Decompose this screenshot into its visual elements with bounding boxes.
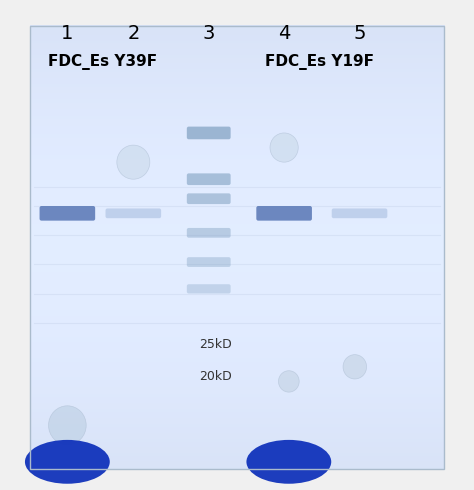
Circle shape [343, 355, 366, 379]
Text: 2: 2 [127, 24, 139, 43]
FancyBboxPatch shape [256, 206, 312, 220]
FancyBboxPatch shape [187, 257, 231, 267]
FancyBboxPatch shape [187, 126, 231, 139]
Text: 3: 3 [202, 24, 215, 43]
Text: 25kD: 25kD [200, 339, 232, 351]
Circle shape [278, 371, 299, 392]
FancyBboxPatch shape [187, 173, 231, 185]
Text: FDC_Es Y19F: FDC_Es Y19F [265, 54, 374, 70]
Text: 4: 4 [278, 24, 290, 43]
Text: 1: 1 [61, 24, 73, 43]
FancyBboxPatch shape [332, 208, 387, 218]
Ellipse shape [25, 440, 110, 484]
Circle shape [48, 406, 86, 445]
FancyBboxPatch shape [106, 208, 161, 218]
Text: FDC_Es Y39F: FDC_Es Y39F [48, 54, 157, 70]
Text: 20kD: 20kD [200, 370, 232, 383]
FancyBboxPatch shape [187, 284, 231, 294]
FancyBboxPatch shape [187, 228, 231, 238]
FancyBboxPatch shape [39, 206, 95, 220]
Ellipse shape [246, 440, 331, 484]
Text: 5: 5 [353, 24, 366, 43]
Circle shape [270, 133, 298, 162]
FancyBboxPatch shape [187, 194, 231, 204]
Circle shape [117, 145, 150, 179]
